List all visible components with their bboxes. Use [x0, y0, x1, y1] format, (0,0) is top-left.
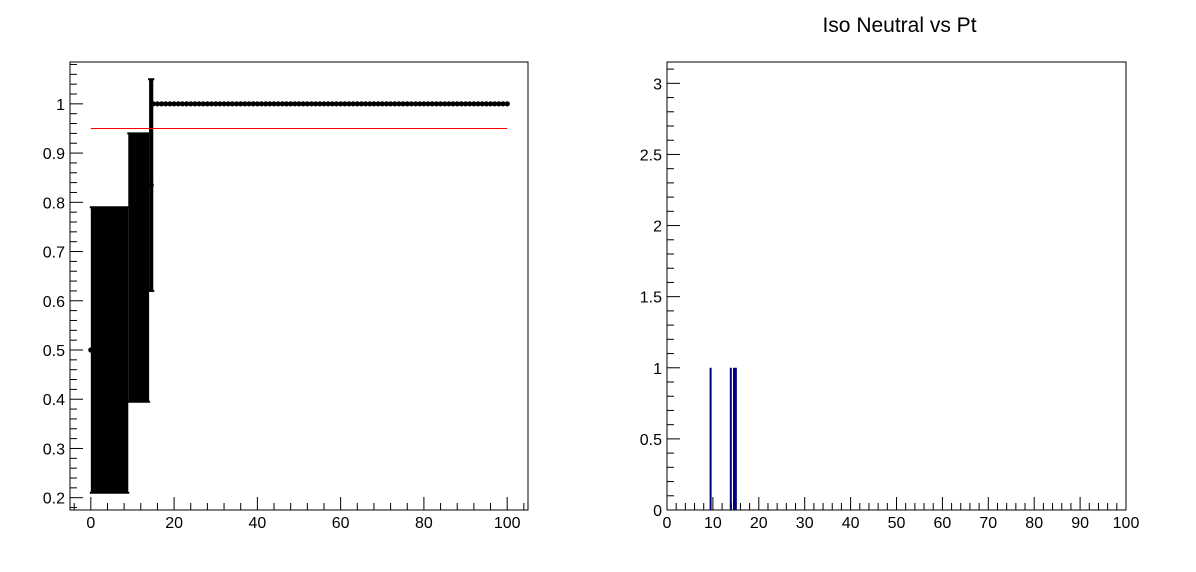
chart-title: Iso Neutral vs Pt	[822, 14, 976, 37]
x-tick-label: 60	[934, 515, 952, 532]
x-tick-label: 20	[165, 515, 183, 532]
plot-marks	[709, 367, 737, 510]
x-tick-label: 60	[332, 515, 350, 532]
x-tick-label: 100	[1113, 515, 1140, 532]
efficiency-plot: 0.2 0.3 0.4 0.5 0.6 0.7 0.8 0.9 1 0 20 40 60 80 100	[43, 61, 529, 532]
x-tick-label: 0	[663, 515, 672, 532]
histogram-bar	[709, 367, 712, 510]
y-tick-label: 0.5	[43, 343, 65, 360]
y-tick-label: 0.8	[43, 195, 65, 212]
x-tick-label: 0	[86, 515, 95, 532]
y-tick-label: 0.3	[43, 441, 65, 458]
data-point	[88, 347, 94, 353]
plot-marks	[88, 78, 510, 494]
y-tick-label: 0.2	[43, 491, 65, 508]
plot-axes: 00.511.522.530 10 20 30 40 50 60 70 80 90 100	[640, 68, 1140, 532]
plot-axes: 0.2 0.3 0.4 0.5 0.6 0.7 0.8 0.9 1 0 20 40 60 80 100	[43, 63, 525, 532]
x-tick-label: 70	[979, 515, 997, 532]
x-tick-label: 90	[1071, 515, 1089, 532]
iso-neutral-histogram: Iso Neutral vs Pt 00.511.522.530 10 20 30 40…	[640, 14, 1140, 532]
x-tick-label: 10	[704, 515, 722, 532]
y-tick-label: 0.5	[640, 432, 662, 449]
error-box	[128, 133, 150, 402]
y-tick-label: 1.5	[640, 290, 662, 307]
y-tick-label: 0.4	[43, 392, 65, 409]
y-tick-label: 0.9	[43, 146, 65, 163]
x-tick-label: 40	[842, 515, 860, 532]
plot-frame	[69, 61, 529, 511]
y-tick-label: 0.7	[43, 245, 65, 262]
x-tick-label: 80	[1025, 515, 1043, 532]
y-tick-label: 0.6	[43, 294, 65, 311]
x-tick-label: 30	[796, 515, 814, 532]
y-tick-label: 0	[653, 503, 662, 520]
y-tick-label: 2	[653, 219, 662, 236]
x-tick-label: 100	[494, 515, 521, 532]
x-tick-label: 20	[750, 515, 768, 532]
x-tick-label: 50	[888, 515, 906, 532]
data-point	[148, 182, 154, 188]
y-tick-label: 1	[56, 97, 65, 114]
x-tick-label: 40	[248, 515, 266, 532]
histogram-bar	[729, 367, 732, 510]
y-tick-label: 3	[653, 76, 662, 93]
histogram-bar	[734, 367, 737, 510]
y-tick-label: 1	[653, 361, 662, 378]
y-tick-label: 2.5	[640, 147, 662, 164]
x-tick-label: 80	[415, 515, 433, 532]
error-box	[90, 207, 129, 493]
histogram-bar	[733, 367, 736, 510]
